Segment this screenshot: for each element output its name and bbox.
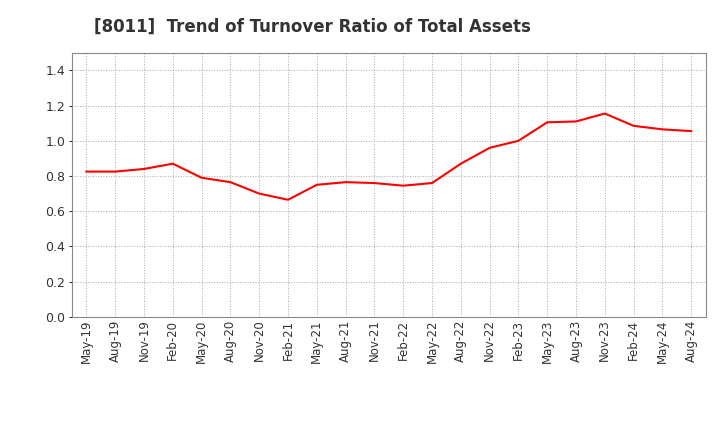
Text: [8011]  Trend of Turnover Ratio of Total Assets: [8011] Trend of Turnover Ratio of Total … xyxy=(94,18,531,36)
